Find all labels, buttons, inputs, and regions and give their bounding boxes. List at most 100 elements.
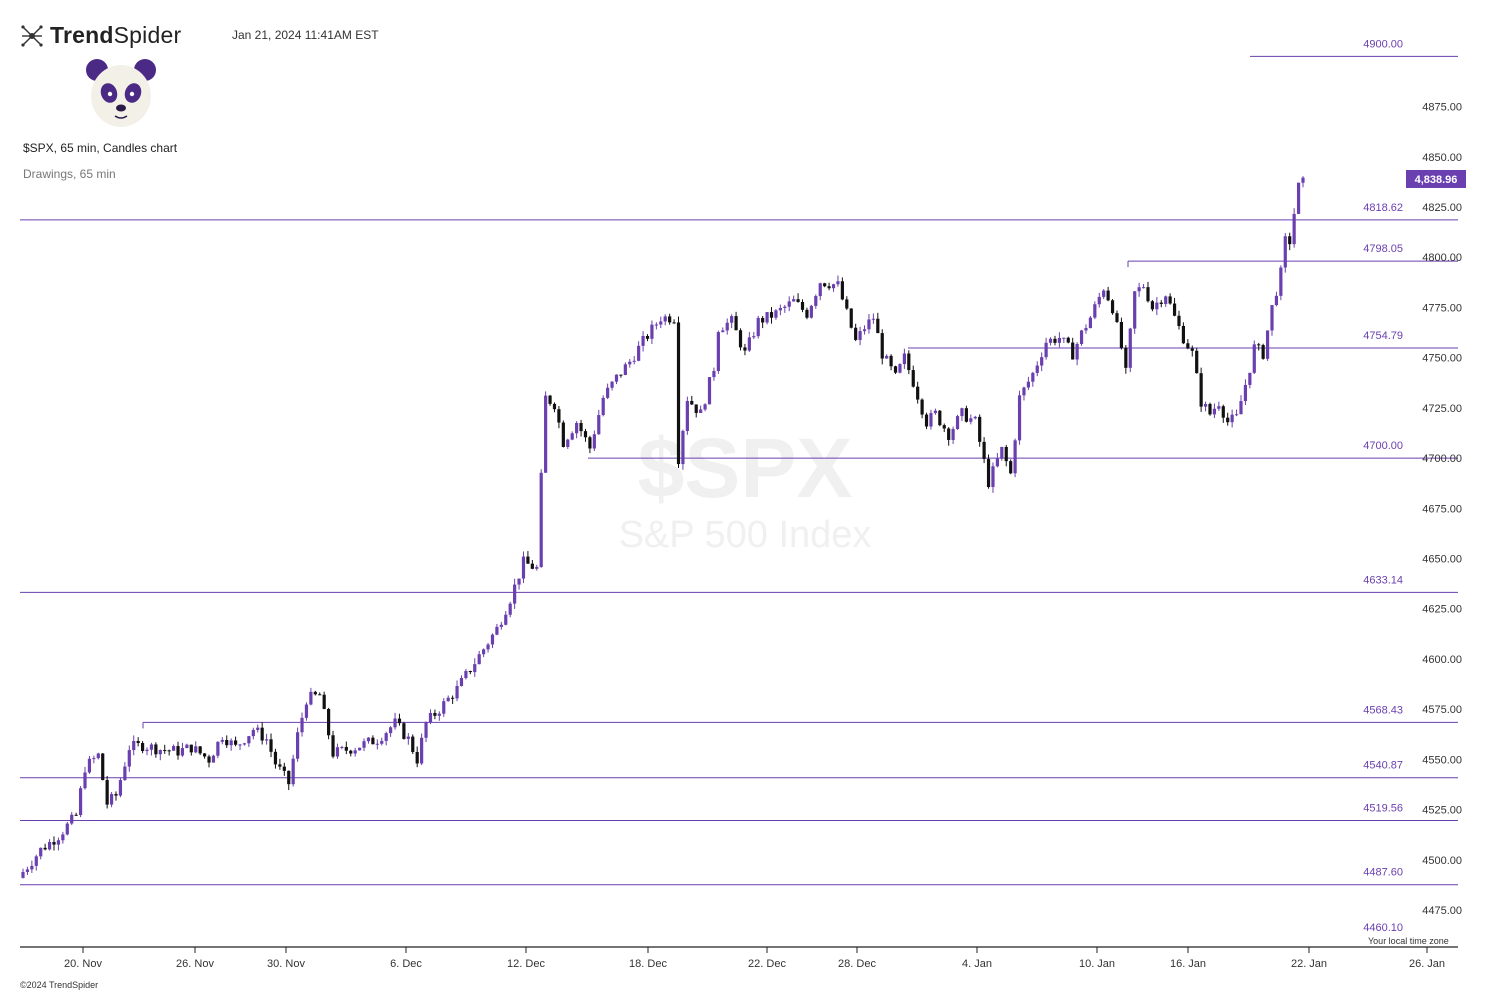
candle-body: [601, 397, 605, 416]
candle-body: [933, 410, 937, 414]
candle-body: [114, 794, 118, 796]
level-label: 4798.05: [1363, 243, 1403, 255]
candle-body: [1040, 357, 1044, 366]
candle-body: [1071, 342, 1075, 360]
candle-body: [995, 458, 999, 467]
candle-body: [65, 823, 69, 835]
candle-body: [978, 416, 982, 442]
candle-body: [167, 750, 171, 752]
candle-body: [871, 318, 875, 320]
candle-body: [1195, 350, 1199, 374]
candle-body: [145, 749, 149, 752]
candle-body: [831, 284, 836, 289]
candle-body: [1288, 236, 1292, 245]
candle-body: [716, 332, 720, 371]
candle-body: [1252, 344, 1256, 373]
candle-body: [56, 840, 61, 845]
candle-body: [1243, 384, 1248, 402]
candle-body: [189, 744, 193, 753]
candle-body: [482, 649, 486, 655]
candle-body: [579, 422, 583, 432]
drawings-description: Drawings, 65 min: [23, 167, 116, 181]
candle-body: [641, 335, 645, 346]
candle-body: [1190, 348, 1194, 351]
candle-body: [960, 408, 964, 417]
candle-body: [955, 416, 960, 430]
candle-body: [61, 834, 65, 841]
candle-body: [163, 750, 167, 752]
candle-body: [876, 318, 880, 334]
x-tick-label: 28. Dec: [838, 958, 876, 970]
candle-body: [1283, 236, 1287, 268]
last-price-label: 4,838.96: [1415, 174, 1458, 186]
candle-body: [566, 439, 570, 447]
candle-body: [1115, 313, 1119, 322]
candle-body: [1124, 347, 1128, 368]
candle-body: [1217, 406, 1221, 409]
candle-body: [530, 563, 534, 569]
candle-body: [282, 766, 286, 771]
candle-body: [1137, 287, 1141, 292]
level-label: 4633.14: [1363, 574, 1403, 586]
y-tick-label: 4575.00: [1422, 704, 1462, 716]
candle-body: [907, 353, 911, 371]
candle-body: [225, 739, 229, 746]
candle-body: [628, 361, 632, 365]
candle-body: [47, 841, 52, 850]
panda-avatar-icon: [86, 59, 156, 127]
x-tick-label: 22. Dec: [748, 958, 786, 970]
candle-body: [1022, 387, 1026, 396]
candle-body: [964, 408, 968, 422]
candle-body: [1004, 446, 1008, 462]
level-label: 4754.79: [1363, 330, 1403, 342]
candle-body: [1159, 302, 1163, 305]
candle-body: [52, 841, 56, 845]
candle-body: [490, 634, 495, 645]
candle-body: [1168, 296, 1172, 304]
candle-body: [805, 309, 809, 318]
candle-body: [597, 415, 601, 435]
candle-body: [358, 747, 362, 751]
candle-body: [1181, 325, 1186, 344]
candle-body: [969, 418, 973, 422]
candle-body: [229, 740, 233, 746]
candle-body: [685, 400, 689, 431]
candle-body: [893, 366, 898, 373]
candle-body: [818, 283, 822, 297]
candle-body: [1031, 372, 1035, 382]
candle-body: [575, 422, 579, 434]
candle-body: [1106, 290, 1110, 301]
candle-body: [623, 364, 627, 375]
candle-body: [1013, 440, 1017, 474]
candle-body: [1110, 300, 1115, 314]
candle-body: [442, 701, 446, 714]
candle-body: [242, 743, 247, 745]
candle-body: [721, 330, 725, 333]
candle-body: [1265, 330, 1270, 359]
candle-body: [132, 740, 136, 751]
candle-body: [1128, 328, 1132, 368]
candle-body: [327, 708, 331, 736]
candle-body: [1062, 337, 1066, 339]
candle-body: [1079, 330, 1084, 344]
candle-body: [158, 750, 162, 755]
candle-body: [43, 847, 47, 850]
candle-body: [862, 329, 867, 332]
symbol-description: $SPX, 65 min, Candles chart: [23, 141, 178, 155]
candle-body: [513, 584, 517, 604]
candle-body: [659, 321, 663, 325]
candle-body: [39, 847, 43, 857]
candle-body: [1088, 317, 1093, 329]
candle-body: [353, 750, 357, 754]
candle-body: [1053, 338, 1057, 343]
candle-body: [402, 723, 406, 739]
candle-body: [690, 400, 694, 405]
y-tick-label: 4850.00: [1422, 152, 1462, 164]
y-tick-label: 4750.00: [1422, 353, 1462, 365]
candle-body: [1292, 213, 1296, 245]
y-tick-label: 4625.00: [1422, 604, 1462, 616]
candle-body: [938, 410, 942, 426]
candle-body: [942, 425, 946, 429]
candle-body: [264, 739, 269, 741]
